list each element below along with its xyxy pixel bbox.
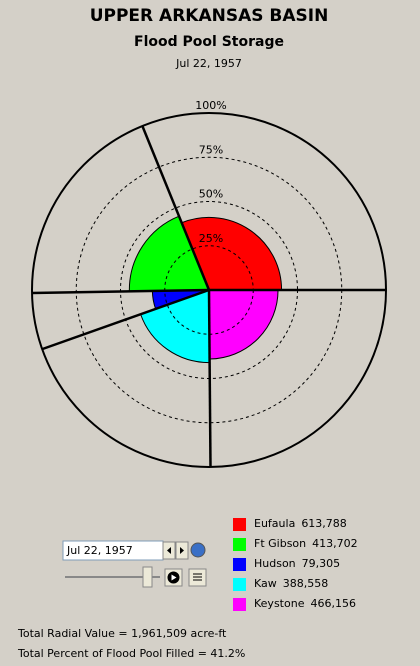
ring-label: 25% <box>199 232 223 245</box>
legend-swatch <box>233 578 246 591</box>
total-radial: Total Radial Value = 1,961,509 acre-ft <box>17 627 227 640</box>
legend-value: 613,788 <box>301 517 347 530</box>
legend-value: 413,702 <box>312 537 358 550</box>
ring-label: 75% <box>199 143 223 156</box>
sector <box>181 216 283 291</box>
legend-value: 79,305 <box>302 557 341 570</box>
sector-divider <box>32 288 210 295</box>
date-input-text: Jul 22, 1957 <box>66 544 133 557</box>
globe-button[interactable] <box>190 542 206 558</box>
legend-name: Keystone <box>254 597 305 610</box>
legend-name: Ft Gibson <box>254 537 306 550</box>
legend-entry: Ft Gibson 413,702 <box>254 537 358 550</box>
slider-thumb[interactable] <box>142 566 153 588</box>
sector <box>128 215 210 292</box>
legend-entry: Hudson 79,305 <box>254 557 340 570</box>
ring-label: 100% <box>195 99 226 112</box>
legend-name: Eufaula <box>254 517 295 530</box>
legend-swatch <box>233 598 246 611</box>
sector-divider <box>41 288 210 351</box>
legend-swatch <box>233 558 246 571</box>
next-icon <box>180 547 184 554</box>
chart-title: UPPER ARKANSAS BASIN <box>90 6 329 26</box>
legend-swatch <box>233 538 246 551</box>
legend-entry: Kaw 388,558 <box>254 577 328 590</box>
prev-icon <box>167 547 171 554</box>
play-icon <box>171 574 177 581</box>
legend-entry: Keystone 466,156 <box>254 597 356 610</box>
legend-name: Hudson <box>254 557 296 570</box>
ring-label: 50% <box>199 188 223 201</box>
sector-divider <box>141 125 211 291</box>
report-icon <box>193 573 202 581</box>
legend-entry: Eufaula 613,788 <box>254 517 347 530</box>
chart-subtitle: Flood Pool Storage <box>134 34 284 50</box>
total-percent: Total Percent of Flood Pool Filled = 41.… <box>17 647 245 660</box>
sector <box>208 289 279 360</box>
legend-name: Kaw <box>254 577 277 590</box>
chart-date: Jul 22, 1957 <box>175 57 242 70</box>
legend: Eufaula 613,788 Ft Gibson 413,702 Hudson 79,3… <box>233 517 358 611</box>
legend-swatch <box>233 518 246 531</box>
legend-value: 466,156 <box>310 597 356 610</box>
plot: 25% 50% 75% 100% <box>31 99 387 468</box>
sector-divider <box>207 289 212 468</box>
legend-value: 388,558 <box>283 577 329 590</box>
